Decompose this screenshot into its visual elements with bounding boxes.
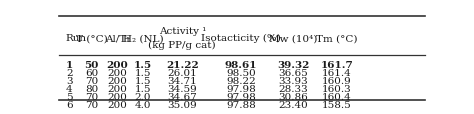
Text: 26.01: 26.01 [167, 68, 197, 77]
Text: T (°C): T (°C) [76, 34, 108, 43]
Text: 98.22: 98.22 [226, 76, 256, 85]
Text: Tm (°C): Tm (°C) [316, 34, 357, 43]
Text: 160.4: 160.4 [322, 92, 352, 101]
Text: 200: 200 [107, 60, 128, 69]
Text: 1.5: 1.5 [135, 68, 151, 77]
Text: 5: 5 [66, 92, 73, 101]
Text: 200: 200 [107, 84, 127, 93]
Text: 200: 200 [107, 100, 127, 109]
Text: Mw (10⁴): Mw (10⁴) [269, 34, 318, 43]
Text: 36.65: 36.65 [279, 68, 309, 77]
Text: 1.5: 1.5 [135, 76, 151, 85]
Text: 70: 70 [85, 76, 98, 85]
Text: 4.0: 4.0 [135, 100, 151, 109]
Text: 161.7: 161.7 [320, 60, 353, 69]
Text: 39.32: 39.32 [277, 60, 310, 69]
Text: Isotacticity (%): Isotacticity (%) [201, 34, 281, 43]
Text: Run: Run [66, 34, 87, 43]
Text: 60: 60 [85, 68, 98, 77]
Text: 21.22: 21.22 [166, 60, 199, 69]
Text: 30.86: 30.86 [279, 92, 309, 101]
Text: 35.09: 35.09 [167, 100, 197, 109]
Text: 34.59: 34.59 [167, 84, 197, 93]
Text: 97.98: 97.98 [226, 92, 256, 101]
Text: 4: 4 [66, 84, 73, 93]
Text: 33.93: 33.93 [279, 76, 309, 85]
Text: 23.40: 23.40 [279, 100, 309, 109]
Text: 97.98: 97.98 [226, 84, 256, 93]
Text: 200: 200 [107, 76, 127, 85]
Text: 70: 70 [85, 92, 98, 101]
Text: 70: 70 [85, 100, 98, 109]
Text: 34.67: 34.67 [167, 92, 197, 101]
Text: Al/Ti: Al/Ti [105, 34, 129, 43]
Text: 1.5: 1.5 [134, 60, 152, 69]
Text: 80: 80 [85, 84, 98, 93]
Text: 98.50: 98.50 [226, 68, 256, 77]
Text: 97.88: 97.88 [226, 100, 256, 109]
Text: 2: 2 [66, 68, 73, 77]
Text: Activity ¹: Activity ¹ [159, 27, 206, 36]
Text: H₂ (NL): H₂ (NL) [123, 34, 164, 43]
Text: 28.33: 28.33 [279, 84, 309, 93]
Text: 200: 200 [107, 92, 127, 101]
Text: 1: 1 [66, 60, 73, 69]
Text: 160.3: 160.3 [322, 84, 352, 93]
Text: 50: 50 [84, 60, 99, 69]
Text: 3: 3 [66, 76, 73, 85]
Text: 158.5: 158.5 [322, 100, 352, 109]
Text: 6: 6 [66, 100, 73, 109]
Text: 1.5: 1.5 [135, 84, 151, 93]
Text: 200: 200 [107, 68, 127, 77]
Text: 98.61: 98.61 [225, 60, 257, 69]
Text: 160.9: 160.9 [322, 76, 352, 85]
Text: 34.71: 34.71 [167, 76, 197, 85]
Text: 2.0: 2.0 [135, 92, 151, 101]
Text: (kg PP/g cat): (kg PP/g cat) [148, 41, 216, 50]
Text: 161.4: 161.4 [322, 68, 352, 77]
